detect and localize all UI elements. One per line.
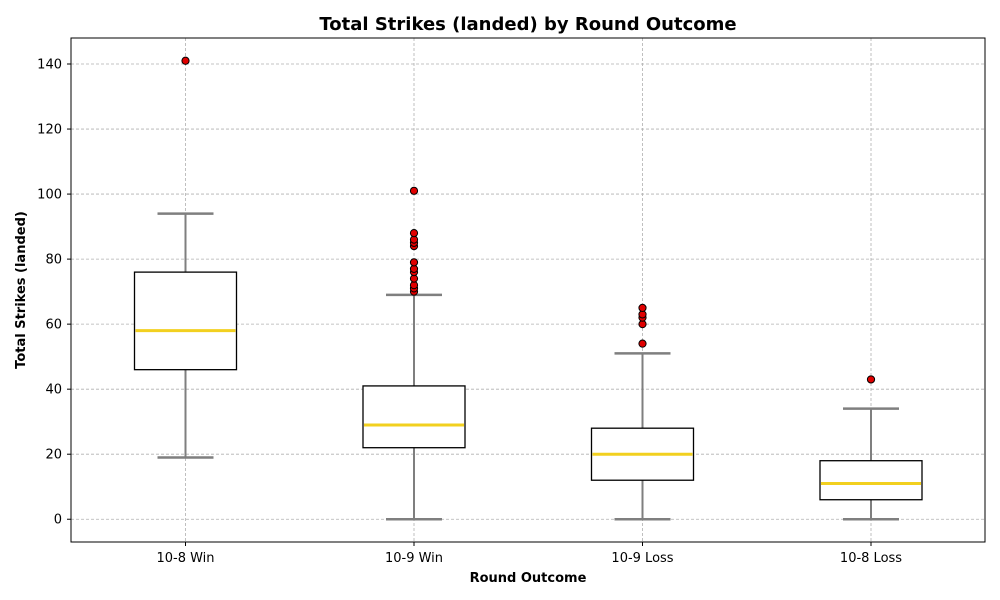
iqr-box bbox=[133, 271, 238, 371]
x-tick-label: 10-9 Win bbox=[385, 551, 443, 566]
y-tick-label: 60 bbox=[45, 318, 62, 333]
x-tick-label: 10-8 Loss bbox=[840, 551, 902, 566]
y-tick-label: 40 bbox=[45, 383, 62, 398]
outlier-point bbox=[638, 303, 647, 312]
outlier-point bbox=[409, 186, 419, 195]
y-tick-label: 80 bbox=[45, 253, 62, 268]
outlier-point bbox=[866, 375, 876, 384]
y-tick-label: 0 bbox=[54, 513, 62, 528]
outlier-point bbox=[638, 339, 647, 348]
box-layer bbox=[133, 56, 923, 521]
outlier-point bbox=[181, 56, 190, 65]
x-tick-label: 10-8 Win bbox=[156, 551, 214, 566]
box-group bbox=[590, 303, 695, 521]
plot-frame bbox=[70, 37, 986, 543]
x-tick-label: 10-9 Loss bbox=[611, 551, 673, 566]
outlier-point bbox=[409, 228, 419, 238]
box-group bbox=[819, 375, 923, 521]
y-tick-label: 100 bbox=[37, 188, 62, 203]
y-axis-label: Total Strikes (landed) bbox=[14, 211, 29, 369]
iqr-box bbox=[819, 460, 923, 501]
iqr-box bbox=[362, 385, 466, 449]
y-tick-label: 140 bbox=[37, 58, 62, 73]
y-tick-label: 120 bbox=[37, 123, 62, 138]
axis-layer: 0 20 40 60 80 100 120 140 10-8 Win 10-9 Win 10-9 L… bbox=[37, 58, 902, 566]
x-axis-label: Round Outcome bbox=[470, 571, 587, 586]
outlier-point bbox=[409, 258, 419, 267]
y-tick-label: 20 bbox=[45, 448, 62, 463]
box-group bbox=[362, 186, 466, 521]
box-group bbox=[133, 56, 238, 459]
chart-title: Total Strikes (landed) by Round Outcome bbox=[319, 14, 736, 35]
